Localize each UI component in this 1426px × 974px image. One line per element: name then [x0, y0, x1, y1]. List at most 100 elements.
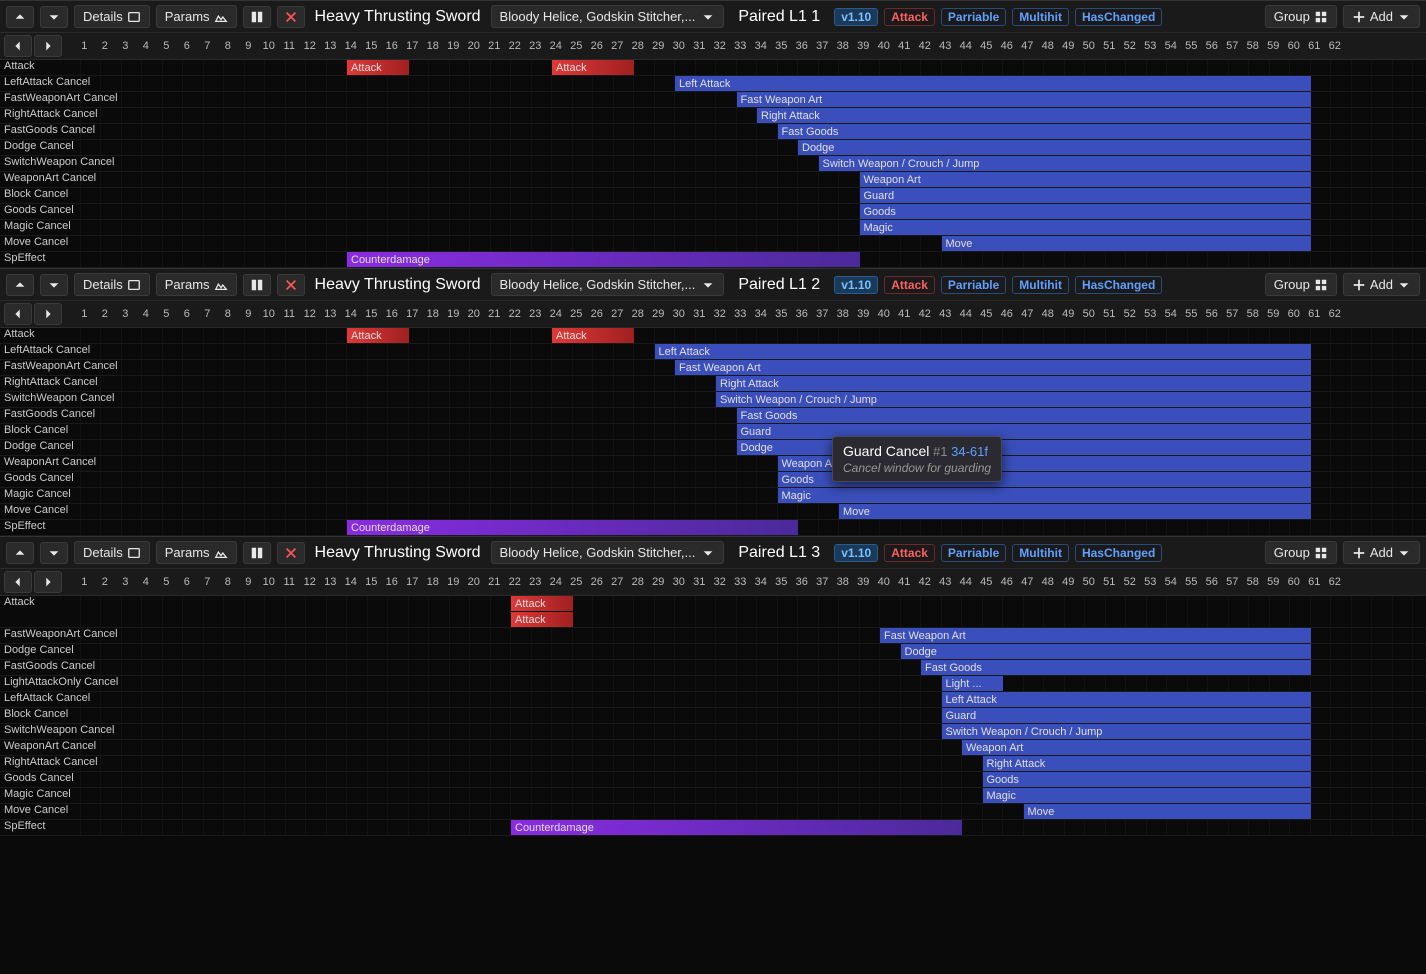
timeline-bar[interactable]: Attack [511, 596, 573, 611]
collapse-down-button[interactable] [40, 542, 68, 564]
collapse-up-button[interactable] [6, 274, 34, 296]
compare-button[interactable] [243, 542, 271, 564]
frame-number: 15 [361, 40, 382, 52]
scroll-left-button[interactable] [4, 571, 32, 593]
timeline-bar[interactable]: Guard [737, 424, 1311, 439]
compare-button[interactable] [243, 6, 271, 28]
frame-number: 48 [1038, 576, 1059, 588]
chevron-up-icon [13, 278, 27, 292]
timeline-bar[interactable]: Left Attack [942, 692, 1311, 707]
timeline-bar[interactable]: Right Attack [983, 756, 1311, 771]
timeline-bar[interactable]: Move [942, 236, 1311, 251]
timeline-bar[interactable]: Attack [511, 612, 573, 627]
timeline-bar[interactable]: Counterdamage [347, 252, 860, 267]
details-button[interactable]: Details [74, 273, 150, 296]
frame-number: 38 [833, 40, 854, 52]
timeline-bar[interactable]: Fast Weapon Art [675, 360, 1311, 375]
timeline-bar[interactable]: Weapon Art [860, 172, 1311, 187]
row-label: Move Cancel [4, 804, 68, 816]
timeline-bar[interactable]: Move [1024, 804, 1311, 819]
timeline-bar[interactable]: Dodge [798, 140, 1311, 155]
timeline-body: Attack AttackAttack LeftAttack Cancel Le… [0, 60, 1426, 268]
timeline-bar[interactable]: Light ... [942, 676, 1004, 691]
scroll-right-button[interactable] [34, 571, 62, 593]
timeline-bar[interactable]: Attack [552, 60, 634, 75]
timeline-row: Goods Cancel Goods [0, 772, 1426, 788]
frame-number: 29 [648, 308, 669, 320]
frame-number: 60 [1284, 576, 1305, 588]
group-button[interactable]: Group [1265, 273, 1337, 296]
frame-number: 38 [833, 576, 854, 588]
timeline-bar[interactable]: Dodge [901, 644, 1311, 659]
timeline-bar[interactable]: Fast Weapon Art [737, 92, 1311, 107]
frame-number: 11 [279, 576, 300, 588]
timeline-bar[interactable]: Attack [552, 328, 634, 343]
timeline-bar[interactable]: Attack [347, 328, 409, 343]
close-button[interactable] [277, 274, 305, 296]
add-button[interactable]: Add [1343, 273, 1420, 296]
details-button[interactable]: Details [74, 541, 150, 564]
timeline-bar[interactable]: Move [839, 504, 1311, 519]
params-button[interactable]: Params [156, 5, 237, 28]
timeline-bar[interactable]: Dodge [737, 440, 1311, 455]
weapon-dropdown[interactable]: Bloody Helice, Godskin Stitcher,... [491, 5, 725, 28]
frame-number: 17 [402, 308, 423, 320]
collapse-up-button[interactable] [6, 542, 34, 564]
compare-button[interactable] [243, 274, 271, 296]
weapon-dropdown[interactable]: Bloody Helice, Godskin Stitcher,... [491, 541, 725, 564]
frame-number: 50 [1079, 308, 1100, 320]
params-button[interactable]: Params [156, 273, 237, 296]
scroll-right-button[interactable] [34, 303, 62, 325]
timeline-bar[interactable]: Magic [860, 220, 1311, 235]
timeline-bar[interactable]: Switch Weapon / Crouch / Jump [942, 724, 1311, 739]
timeline-bar[interactable]: Counterdamage [347, 520, 798, 535]
close-button[interactable] [277, 542, 305, 564]
scroll-left-button[interactable] [4, 35, 32, 57]
scroll-right-button[interactable] [34, 35, 62, 57]
group-button[interactable]: Group [1265, 541, 1337, 564]
group-label: Group [1274, 277, 1310, 292]
timeline-bar[interactable]: Attack [347, 60, 409, 75]
frame-number: 40 [874, 40, 895, 52]
group-button[interactable]: Group [1265, 5, 1337, 28]
timeline-bar[interactable]: Magic [983, 788, 1311, 803]
timeline-bar[interactable]: Fast Goods [921, 660, 1311, 675]
weapon-dropdown[interactable]: Bloody Helice, Godskin Stitcher,... [491, 273, 725, 296]
add-button[interactable]: Add [1343, 5, 1420, 28]
collapse-down-button[interactable] [40, 274, 68, 296]
timeline-row: SpEffect Counterdamage [0, 520, 1426, 536]
timeline-bar[interactable]: Right Attack [716, 376, 1311, 391]
timeline-bar[interactable]: Magic [778, 488, 1311, 503]
timeline-row: FastWeaponArt Cancel Fast Weapon Art [0, 628, 1426, 644]
collapse-down-button[interactable] [40, 6, 68, 28]
timeline-row: RightAttack Cancel Right Attack [0, 376, 1426, 392]
timeline-bar[interactable]: Switch Weapon / Crouch / Jump [819, 156, 1311, 171]
timeline-bar[interactable]: Fast Goods [778, 124, 1311, 139]
timeline-bar[interactable]: Goods [860, 204, 1311, 219]
frame-number: 31 [689, 40, 710, 52]
timeline-bar[interactable]: Left Attack [655, 344, 1311, 359]
timeline-bar[interactable]: Weapon Art [962, 740, 1311, 755]
version-tag: v1.10 [834, 8, 878, 26]
timeline-bar[interactable]: Guard [942, 708, 1311, 723]
timeline-bar[interactable]: Fast Goods [737, 408, 1311, 423]
close-button[interactable] [277, 6, 305, 28]
timeline-row: WeaponArt Cancel Weapon Art [0, 456, 1426, 472]
collapse-up-button[interactable] [6, 6, 34, 28]
close-icon [284, 546, 298, 560]
timeline-bar[interactable]: Goods [983, 772, 1311, 787]
timeline-bar[interactable]: Fast Weapon Art [880, 628, 1311, 643]
add-button[interactable]: Add [1343, 541, 1420, 564]
timeline-bar[interactable]: Counterdamage [511, 820, 962, 835]
timeline-row: Attack AttackAttack [0, 596, 1426, 628]
details-button[interactable]: Details [74, 5, 150, 28]
timeline-bar[interactable]: Switch Weapon / Crouch / Jump [716, 392, 1311, 407]
timeline-bar[interactable]: Left Attack [675, 76, 1311, 91]
params-button[interactable]: Params [156, 541, 237, 564]
timeline-bar[interactable]: Guard [860, 188, 1311, 203]
frame-number: 55 [1181, 40, 1202, 52]
scroll-left-button[interactable] [4, 303, 32, 325]
timeline-bar[interactable]: Right Attack [757, 108, 1311, 123]
timeline-header: 1234567891011121314151617181920212223242… [0, 301, 1426, 328]
frame-number: 58 [1243, 576, 1264, 588]
